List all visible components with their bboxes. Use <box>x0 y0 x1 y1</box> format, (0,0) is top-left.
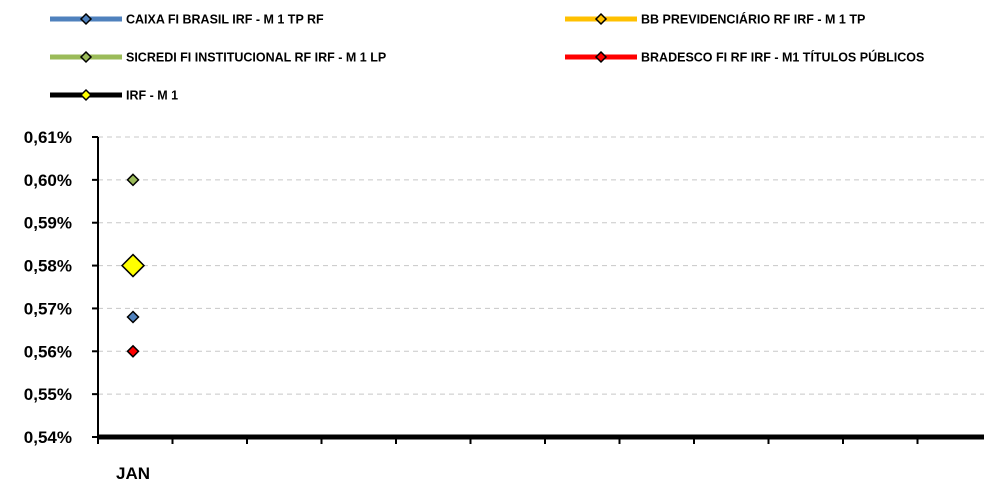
y-tick-label: 0,58% <box>24 257 72 276</box>
y-tick-label: 0,56% <box>24 342 72 361</box>
x-tick-label: JAN <box>116 464 150 481</box>
data-point <box>120 253 146 278</box>
legend: CAIXA FI BRASIL IRF - M 1 TP RF BB PREVID… <box>50 12 924 103</box>
y-tick-label: 0,60% <box>24 171 72 190</box>
legend-marker <box>594 50 608 64</box>
legend-label: BRADESCO FI RF IRF - M1 TÍTULOS PÚBLICOS <box>641 50 924 65</box>
data-point <box>126 344 140 358</box>
legend-marker <box>79 50 93 64</box>
y-tick-label: 0,61% <box>24 128 72 147</box>
legend-entry: SICREDI FI INSTITUCIONAL RF IRF - M 1 LP <box>50 51 386 65</box>
axes <box>97 137 984 440</box>
legend-label: CAIXA FI BRASIL IRF - M 1 TP RF <box>126 13 324 27</box>
legend-entry: BB PREVIDENCIÁRIO RF IRF - M 1 TP <box>565 12 865 27</box>
legend-entry: BRADESCO FI RF IRF - M1 TÍTULOS PÚBLICOS <box>565 50 924 65</box>
legend-label: BB PREVIDENCIÁRIO RF IRF - M 1 TP <box>641 12 865 27</box>
data-point <box>126 310 140 324</box>
y-tick-label: 0,54% <box>24 428 72 447</box>
legend-marker <box>594 12 608 26</box>
legend-entry: CAIXA FI BRASIL IRF - M 1 TP RF <box>50 13 324 27</box>
data-point <box>126 173 140 187</box>
legend-entry: IRF - M 1 <box>50 89 178 103</box>
legend-marker <box>79 88 93 102</box>
y-tick-label: 0,59% <box>24 214 72 233</box>
gridlines <box>98 136 984 395</box>
legend-label: IRF - M 1 <box>126 89 178 103</box>
x-axis-ticks: JAN <box>97 437 919 481</box>
legend-label: SICREDI FI INSTITUCIONAL RF IRF - M 1 LP <box>126 51 386 65</box>
y-axis-ticks: 0,54% 0,55% 0,56% 0,57% 0,58% 0,59% 0,60% 0,61% <box>24 128 98 447</box>
legend-marker <box>79 12 93 26</box>
y-tick-label: 0,57% <box>24 299 72 318</box>
y-tick-label: 0,55% <box>24 385 72 404</box>
data-points <box>120 173 146 358</box>
